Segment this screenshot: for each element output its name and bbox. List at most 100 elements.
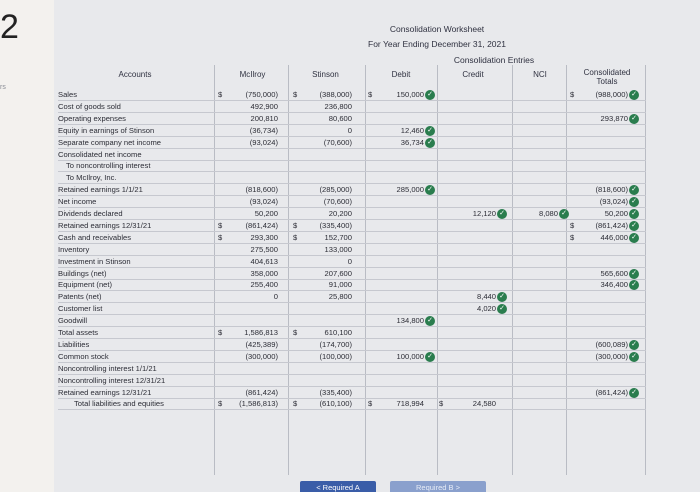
consol-value: 50,200 ✓ (569, 208, 639, 219)
column-divider (437, 65, 438, 475)
row-rule (58, 183, 646, 185)
credit-column-header: Credit (462, 70, 484, 79)
row-rule (58, 409, 646, 411)
mcilroy-value: 200,810 (250, 113, 278, 123)
account-label: Investment in Stinson (58, 256, 131, 266)
dollar-sign: $ (570, 232, 575, 242)
account-label: Consolidated net income (58, 149, 142, 159)
stinson-value: (335,400) (319, 387, 352, 397)
debit-value: 100,000 ✓ (365, 351, 435, 362)
stinson-value: (335,400) (319, 220, 352, 230)
stinson-value: (70,600) (323, 197, 352, 207)
row-rule (58, 207, 646, 209)
dollar-sign: $ (570, 90, 575, 99)
entries-header: Consolidation Entries (453, 55, 535, 65)
question-number: 2 (0, 8, 19, 46)
check-circle-icon: ✓ (425, 185, 435, 196)
prev-required-a-button[interactable]: < Required A (300, 481, 376, 492)
account-label: Cost of goods sold (58, 101, 121, 111)
check-circle-icon: ✓ (629, 268, 639, 279)
debit-value: 36,734 ✓ (365, 137, 435, 148)
stinson-value: (100,000) (319, 351, 352, 361)
dollar-sign: $ (293, 232, 298, 242)
row-rule (58, 242, 646, 244)
row-rule (58, 373, 646, 375)
stinson-value: 207,600 (324, 268, 352, 278)
account-label: Noncontrolling interest 12/31/21 (58, 375, 166, 385)
column-divider (512, 65, 513, 475)
stinson-value: (388,000) (319, 90, 352, 99)
row-rule (58, 123, 646, 125)
account-label: Customer list (58, 304, 103, 314)
account-label: To McIlroy, Inc. (66, 173, 117, 183)
mcilroy-value: 1,586,813 (244, 328, 278, 337)
stinson-value: 236,800 (324, 101, 352, 111)
account-label: Sales (58, 90, 77, 99)
consol-value: 293,870 ✓ (569, 113, 639, 124)
debit-value: 150,000 ✓ (365, 89, 435, 100)
consol-value: (600,089) ✓ (569, 339, 639, 350)
account-label: Dividends declared (58, 209, 123, 218)
check-circle-icon: ✓ (629, 90, 639, 100)
check-circle-icon: ✓ (559, 209, 569, 219)
account-label: Equity in earnings of Stinson (58, 125, 155, 135)
stinson-value: 80,600 (328, 113, 352, 123)
dollar-sign: $ (218, 90, 223, 99)
row-rule (58, 361, 646, 363)
debit-value: 285,000 ✓ (365, 184, 435, 196)
mcilroy-value: (861,424) (245, 220, 278, 230)
consol-value: (93,024) ✓ (569, 196, 639, 208)
stinson-value: 91,000 (328, 280, 352, 290)
row-rule (58, 230, 646, 232)
next-required-b-button[interactable]: Required B > (390, 481, 486, 492)
account-label: Liabilities (58, 339, 90, 349)
mcilroy-column-header: McIlroy (239, 70, 266, 79)
dollar-sign: $ (570, 220, 575, 230)
nci-column-header: NCI (533, 70, 547, 79)
worksheet-subtitle: For Year Ending December 31, 2021 (368, 39, 506, 49)
consol-value: (300,000) ✓ (569, 351, 639, 362)
mcilroy-value: (750,000) (245, 90, 278, 99)
mcilroy-value: (300,000) (245, 351, 278, 361)
dollar-sign: $ (218, 399, 223, 409)
mcilroy-value: (861,424) (245, 387, 278, 397)
row-rule (58, 278, 646, 280)
mcilroy-value: (36,734) (249, 125, 278, 135)
mcilroy-value: 0 (273, 292, 278, 302)
mcilroy-value: (818,600) (245, 185, 278, 195)
edge-mark: rs (0, 84, 6, 91)
account-label: Cash and receivables (58, 232, 132, 242)
row-rule (58, 349, 646, 351)
row-rule (58, 314, 646, 316)
row-rule (58, 100, 646, 101)
credit-value: 12,120 ✓ (437, 208, 507, 219)
stinson-value: (285,000) (319, 185, 352, 195)
account-label: Common stock (58, 351, 109, 361)
consol-value: 446,000 ✓ (569, 232, 639, 243)
account-label: Net income (58, 197, 97, 207)
consol-value: (861,424) ✓ (569, 220, 639, 231)
mcilroy-value: 275,500 (250, 244, 278, 254)
credit-value: 4,020 ✓ (437, 303, 507, 315)
column-divider (566, 65, 567, 475)
row-rule (58, 302, 646, 304)
check-circle-icon: ✓ (497, 292, 507, 303)
stinson-value: 0 (347, 125, 352, 135)
account-label: Total assets (58, 328, 99, 337)
debit-value: 12,460 ✓ (365, 125, 435, 136)
mcilroy-value: 492,900 (250, 101, 278, 111)
check-circle-icon: ✓ (425, 316, 435, 327)
column-divider (645, 65, 646, 475)
column-divider (365, 65, 366, 475)
account-label: Total liabilities and equities (74, 399, 164, 409)
check-circle-icon: ✓ (629, 232, 639, 243)
mcilroy-value: (93,024) (249, 137, 278, 147)
row-rule (58, 147, 646, 149)
account-label: Operating expenses (58, 113, 126, 123)
check-circle-icon: ✓ (425, 351, 435, 362)
dollar-sign: $ (293, 328, 298, 337)
check-circle-icon: ✓ (629, 113, 639, 124)
dollar-sign: $ (368, 90, 373, 99)
account-label: To noncontrolling interest (66, 161, 151, 171)
stinson-value: 0 (347, 256, 352, 266)
